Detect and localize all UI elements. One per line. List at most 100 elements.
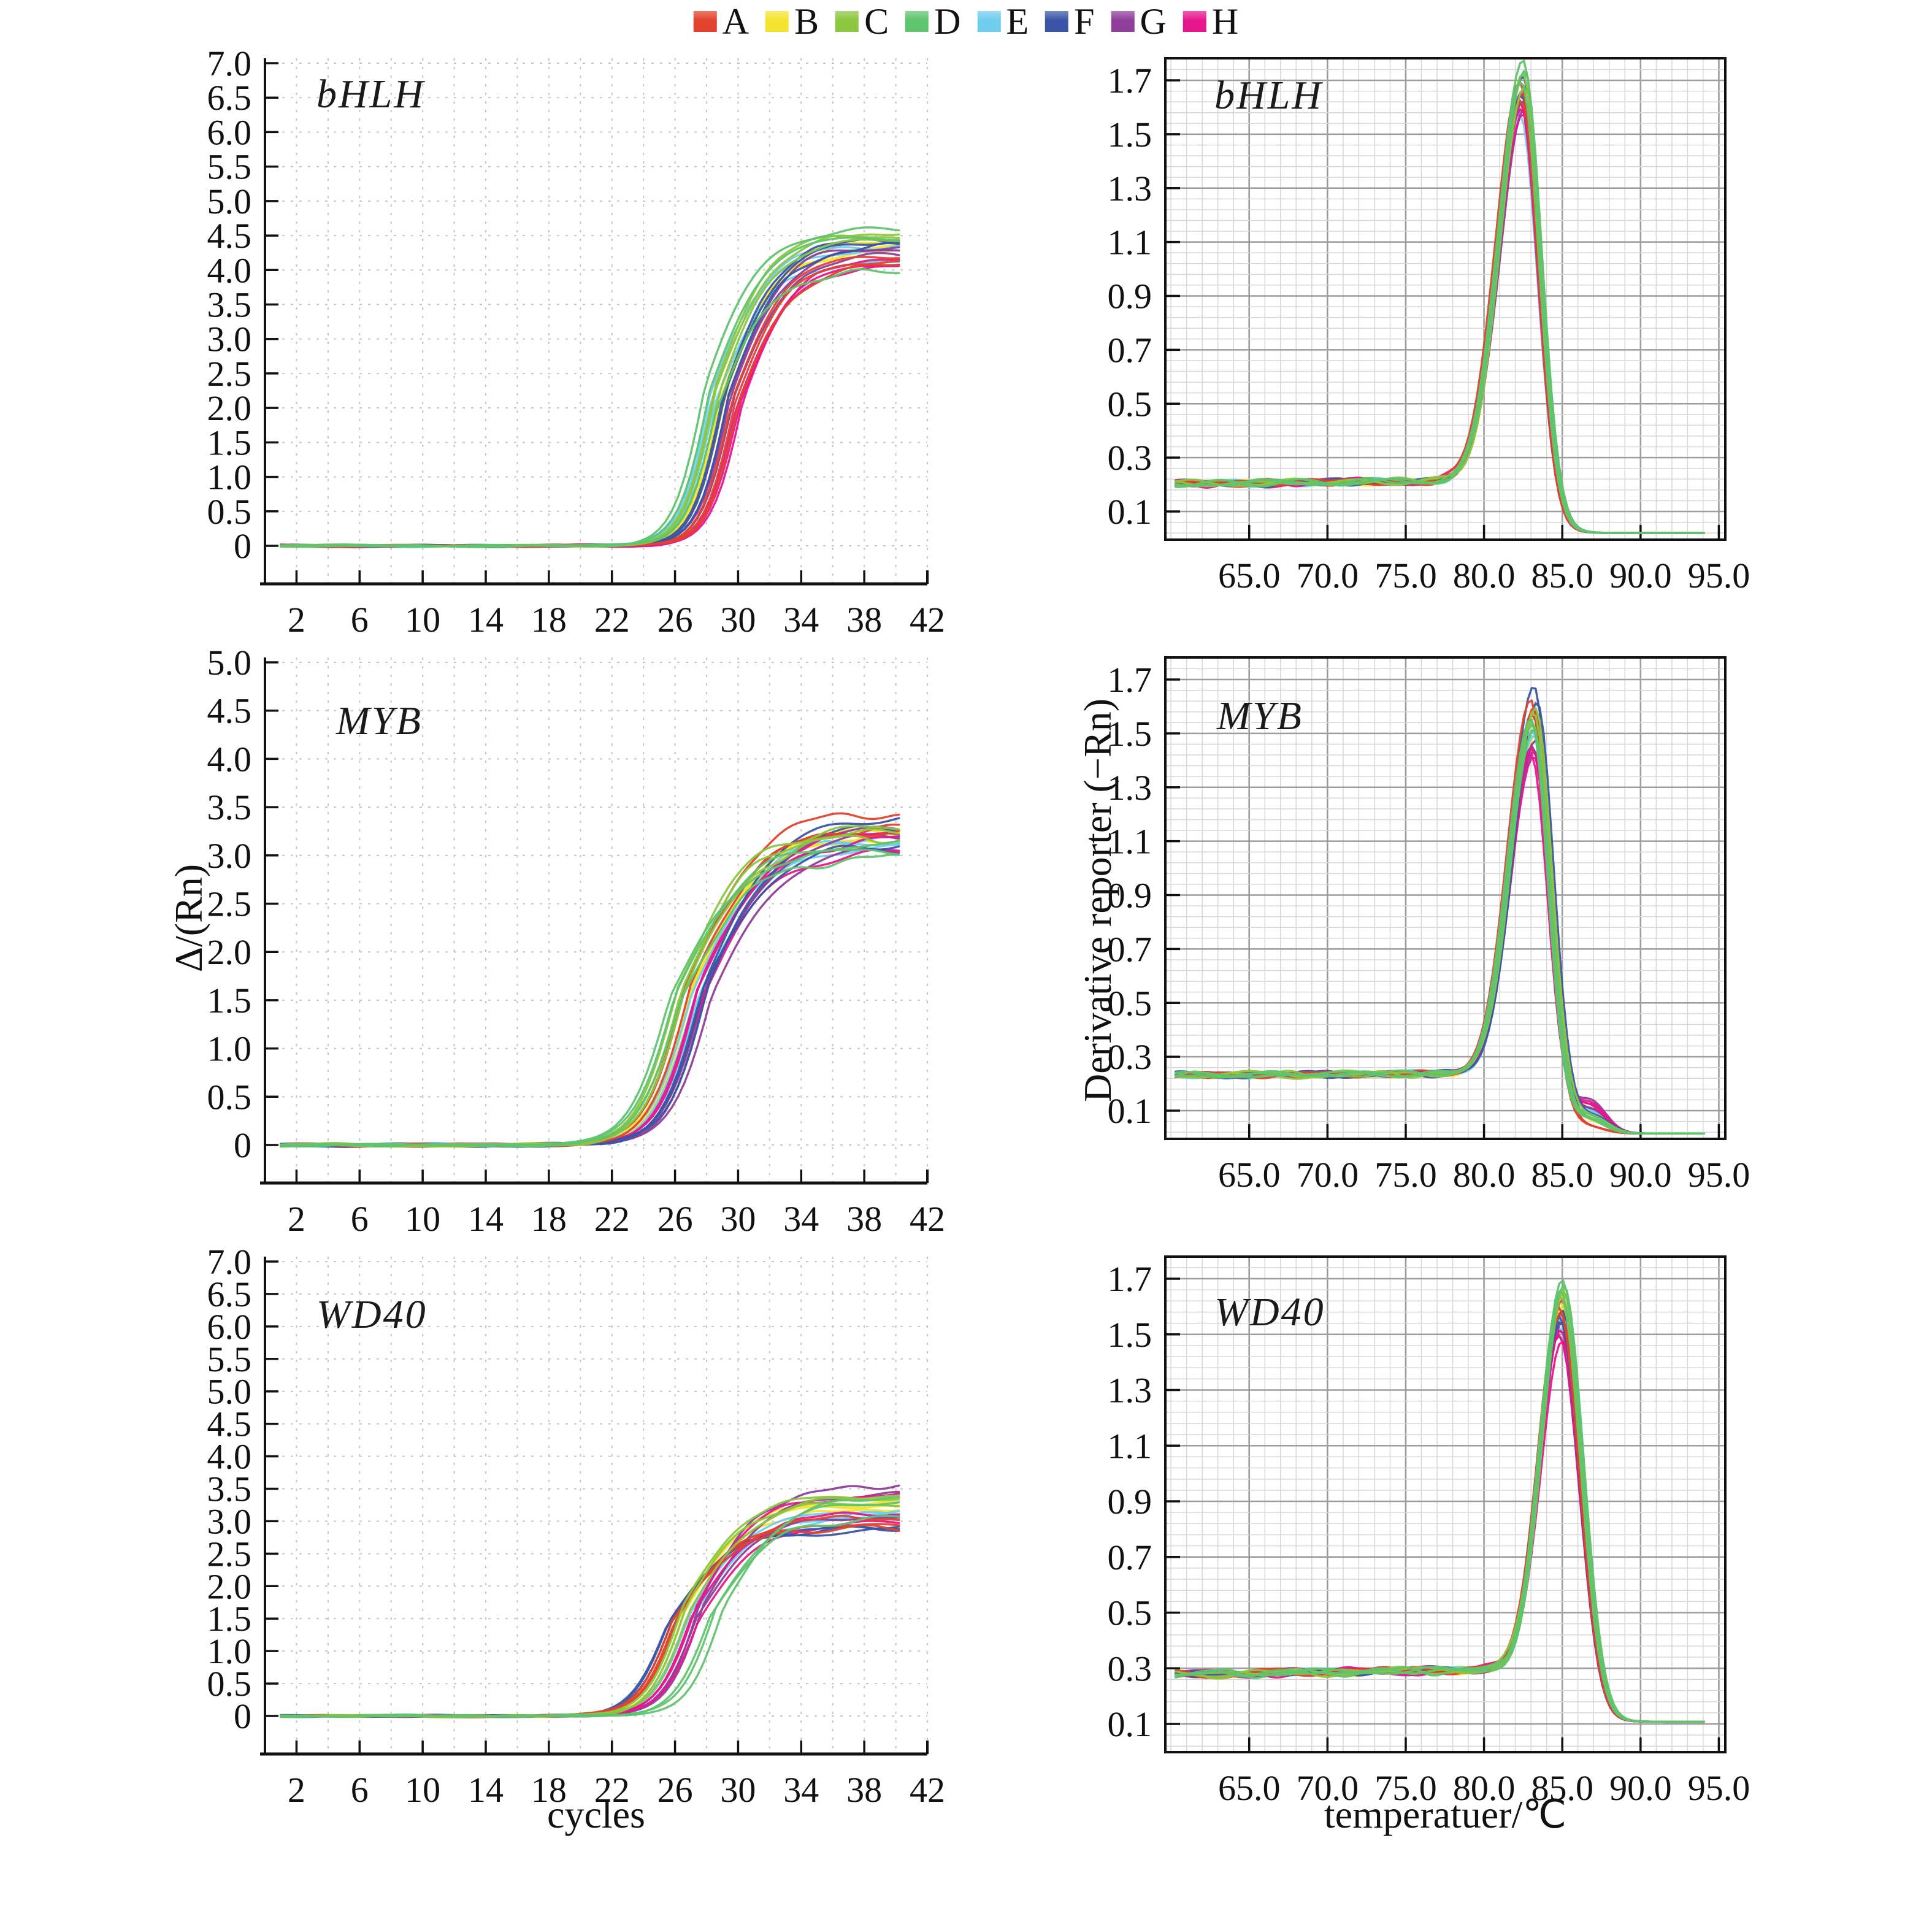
series-G-rep3 — [280, 246, 900, 548]
y-tick-label: 3.5 — [207, 1469, 252, 1509]
series-C-rep2 — [280, 834, 900, 1148]
x-tick-label: 18 — [531, 600, 567, 640]
legend-label-C: C — [864, 1, 889, 42]
y-tick-label: 3.0 — [207, 836, 252, 876]
grid-wd40-melt — [1165, 1257, 1725, 1752]
tick-labels-myb-melt: 1.7 1.5 1.3 1.1 0.9 0.7 0.5 0.3 0.1 65.0 70.0 75.0 8… — [1108, 660, 1750, 1195]
y-tick-label: 1.3 — [1108, 169, 1152, 209]
grid-myb-amp — [265, 657, 928, 1183]
legend-swatch-A — [693, 11, 717, 32]
y-tick-label: 2.5 — [207, 884, 252, 924]
x-tick-label: 90.0 — [1609, 1155, 1672, 1195]
tick-labels-bhlh-melt: 1.7 1.5 1.3 1.1 0.9 0.7 0.5 0.3 0.1 65.0 70.0 75.0 8… — [1108, 61, 1750, 596]
y-tick-label: 1.0 — [207, 458, 252, 497]
legend-label-B: B — [794, 1, 819, 42]
y-tick-label: 0.3 — [1108, 1649, 1152, 1688]
series-B-rep2 — [280, 1508, 900, 1718]
tick-labels-wd40-melt: 1.7 1.5 1.3 1.1 0.9 0.7 0.5 0.3 0.1 65.0 70.0 75.0 8… — [1108, 1259, 1750, 1808]
y-tick-label: 2.0 — [207, 1566, 252, 1606]
legend-label-D: D — [934, 1, 961, 42]
series-F-rep3 — [280, 844, 900, 1148]
x-tick-label: 75.0 — [1374, 556, 1437, 596]
y-tick-label: 1.1 — [1108, 223, 1152, 262]
x-tick-label: 30 — [720, 1199, 756, 1239]
x-tick-label: 38 — [846, 600, 882, 640]
y-tick-label: 0 — [234, 1125, 251, 1165]
y-tick-label: 0.5 — [207, 1077, 252, 1117]
series-G-rep2 — [280, 251, 900, 548]
tick-labels-bhlh-amp: 7.06.56.05.55.04.54.03.53.02.52.01.51.00… — [207, 44, 946, 640]
x-tick-label: 95.0 — [1688, 556, 1750, 596]
x-tick-label: 22 — [594, 600, 630, 640]
tick-labels-wd40-amp: 7.06.56.05.55.04.54.03.53.02.52.01.51.00… — [207, 1242, 946, 1810]
series-B-rep3 — [280, 249, 900, 548]
legend-label-A: A — [722, 1, 749, 42]
x-tick-label: 14 — [468, 1199, 504, 1239]
y-tick-label: 3.0 — [207, 320, 252, 359]
x-tick-label: 34 — [783, 600, 819, 640]
x-tick-label: 38 — [846, 1199, 882, 1239]
series-D-rep2 — [280, 840, 900, 1147]
chart-myb-amp: 5.04.54.03.53.02.52.01.51.00.502 6 10 14 18 2… — [207, 643, 946, 1239]
chart-wd40-melt: 1.7 1.5 1.3 1.1 0.9 0.7 0.5 0.3 0.1 65.0 70.0 75.0 8… — [1108, 1255, 1750, 1808]
x-tick-label: 2 — [288, 1770, 305, 1810]
series-A-rep3 — [280, 829, 900, 1148]
plot-title-wd40-amp: WD40 — [316, 1292, 427, 1337]
legend-label-F: F — [1074, 1, 1095, 42]
series-E-rep2 — [280, 1517, 900, 1718]
legend-swatch-B — [765, 11, 789, 32]
series-D-rep3 — [280, 268, 900, 548]
legend-item-E: E — [977, 3, 1029, 40]
series-E-rep1 — [280, 841, 900, 1147]
y-axis-title-melt: Derivative reporter (−Rn) — [1076, 698, 1119, 1103]
x-axis-title-temperature: temperatuer/℃ — [1324, 1793, 1567, 1836]
series-E-rep1 — [280, 249, 900, 548]
legend-swatch-E — [977, 11, 1001, 32]
series-H-rep2 — [280, 258, 900, 548]
grid-bhlh-amp — [265, 58, 928, 584]
series-D-rep3 — [1175, 718, 1705, 1135]
y-tick-label: 3.5 — [207, 285, 252, 325]
series-F-rep1 — [280, 1525, 900, 1718]
x-tick-label: 22 — [594, 1770, 630, 1810]
tick-labels-myb-amp: 5.04.54.03.53.02.52.01.51.00.502 6 10 14 18 2… — [207, 643, 946, 1239]
x-tick-label: 42 — [910, 600, 945, 640]
x-tick-label: 22 — [594, 1199, 630, 1239]
y-tick-label: 4.5 — [207, 216, 252, 256]
series-B-rep1 — [280, 1504, 900, 1718]
y-tick-label: 4.0 — [207, 739, 252, 779]
y-tick-label: 1.5 — [207, 1599, 252, 1639]
x-tick-label: 80.0 — [1453, 556, 1516, 596]
y-tick-label: 0.7 — [1108, 929, 1152, 969]
y-tick-label: 4.5 — [207, 691, 252, 731]
y-tick-label: 0.5 — [1108, 1593, 1152, 1633]
x-tick-label: 85.0 — [1531, 556, 1593, 596]
legend-swatch-H — [1183, 11, 1206, 32]
legend-item-D: D — [905, 1, 961, 42]
y-tick-label: 0.1 — [1108, 1091, 1152, 1131]
y-tick-label: 2.5 — [207, 354, 252, 394]
axes-myb-melt — [1164, 656, 1727, 1140]
plot-title-myb-melt: MYB — [1217, 694, 1303, 738]
y-tick-label: 0.9 — [1108, 1482, 1152, 1522]
legend-label-G: G — [1140, 1, 1167, 42]
series-D-rep3 — [280, 853, 900, 1147]
chart-bhlh-amp: 7.06.56.05.55.04.54.03.53.02.52.01.51.00… — [207, 44, 946, 640]
x-tick-label: 30 — [720, 600, 756, 640]
series-A-rep2 — [280, 1514, 900, 1718]
series-A-rep1 — [280, 1523, 900, 1718]
x-tick-label: 90.0 — [1609, 556, 1672, 596]
x-tick-label: 70.0 — [1297, 556, 1359, 596]
series-H-rep1 — [280, 263, 900, 548]
legend: A B C D E F G H — [693, 1, 1238, 42]
legend-swatch-C — [835, 11, 859, 32]
x-tick-label: 65.0 — [1218, 1155, 1281, 1195]
legend-swatch-D — [905, 11, 929, 32]
grid-bhlh-melt — [1165, 58, 1725, 540]
series-G-rep2 — [280, 848, 900, 1147]
axes-myb-amp — [260, 657, 929, 1185]
y-tick-label: 0.5 — [1108, 384, 1152, 424]
series-E-rep2 — [280, 843, 900, 1148]
